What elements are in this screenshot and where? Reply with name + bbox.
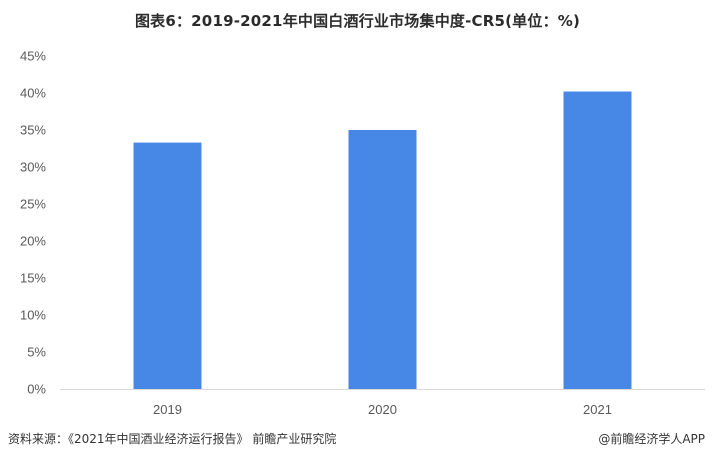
y-axis-ticks: 0% 5% 10% 15% 20% 25% 30% 35% 40% 45%: [20, 49, 46, 397]
chart-title: 图表6：2019-2021年中国白酒行业市场集中度-CR5(单位：%): [134, 12, 581, 30]
x-tick-label: 2019: [153, 402, 182, 417]
x-tick-label: 2020: [368, 402, 397, 417]
x-tick-label: 2021: [583, 402, 612, 417]
y-tick-label: 30%: [20, 160, 46, 175]
y-tick-label: 15%: [20, 271, 46, 286]
bar-2021: [563, 91, 632, 390]
y-tick-label: 35%: [20, 123, 46, 138]
bars: [133, 91, 632, 390]
source-note: 资料来源：《2021年中国酒业经济运行报告》 前瞻产业研究院: [8, 432, 337, 446]
bar-2020: [348, 130, 417, 389]
y-tick-label: 40%: [20, 86, 46, 101]
y-tick-label: 25%: [20, 197, 46, 212]
y-tick-label: 5%: [27, 345, 46, 360]
y-tick-label: 20%: [20, 234, 46, 249]
y-tick-label: 0%: [27, 382, 46, 397]
y-tick-label: 45%: [20, 49, 46, 64]
y-tick-label: 10%: [20, 308, 46, 323]
brand-credit: @前瞻经济学人APP: [598, 432, 705, 446]
x-axis-ticks: 2019 2020 2021: [153, 402, 612, 417]
bar-2019: [133, 142, 202, 389]
